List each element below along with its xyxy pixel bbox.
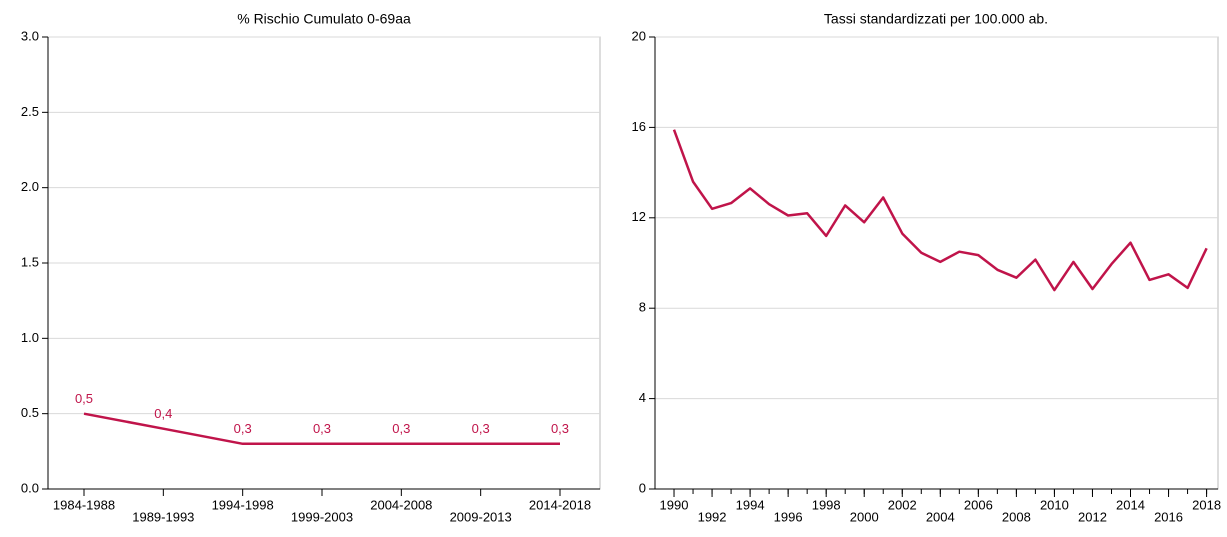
y-tick-label: 2.0 <box>21 179 39 194</box>
x-tick-label: 1999-2003 <box>291 509 353 524</box>
y-tick-label: 0.5 <box>21 405 39 420</box>
data-label: 0,3 <box>234 421 252 436</box>
x-tick-label: 2000 <box>850 509 879 524</box>
data-line <box>672 129 1208 292</box>
y-tick-label: 16 <box>632 119 646 134</box>
plot-frame <box>654 36 1219 490</box>
x-tick-label: 2010 <box>1040 497 1069 512</box>
y-tick-label: 2.5 <box>21 104 39 119</box>
chart-title: % Rischio Cumulato 0-69aa <box>237 11 411 27</box>
x-tick-label: 2004 <box>926 509 955 524</box>
x-tick-label: 2014-2018 <box>529 497 591 512</box>
x-tick-label: 2002 <box>888 497 917 512</box>
x-tick-label: 1989-1993 <box>132 509 194 524</box>
data-label: 0,3 <box>392 421 410 436</box>
x-tick-label: 2016 <box>1154 509 1183 524</box>
x-tick-label: 1984-1988 <box>53 497 115 512</box>
y-tick-label: 4 <box>639 390 646 405</box>
data-label: 0,3 <box>313 421 331 436</box>
x-tick-label: 2004-2008 <box>370 497 432 512</box>
x-tick-label: 1990 <box>660 497 689 512</box>
y-tick-label: 0.0 <box>21 480 39 495</box>
x-tick-label: 1998 <box>812 497 841 512</box>
data-label: 0,4 <box>154 406 172 421</box>
data-label: 0,3 <box>472 421 490 436</box>
x-tick-label: 2006 <box>964 497 993 512</box>
x-tick-label: 1992 <box>698 509 727 524</box>
y-tick-label: 12 <box>632 209 646 224</box>
y-tick-label: 1.5 <box>21 254 39 269</box>
data-label: 0,5 <box>75 391 93 406</box>
x-tick-label: 2018 <box>1192 497 1221 512</box>
x-tick-label: 2008 <box>1002 509 1031 524</box>
y-tick-label: 0 <box>639 480 646 495</box>
chart-title: Tassi standardizzati per 100.000 ab. <box>824 11 1048 27</box>
y-tick-label: 1.0 <box>21 330 39 345</box>
data-label: 0,3 <box>551 421 569 436</box>
y-tick-label: 3.0 <box>21 28 39 43</box>
data-line <box>83 412 560 446</box>
y-tick-label: 20 <box>632 28 646 43</box>
x-tick-label: 2012 <box>1078 509 1107 524</box>
y-tick-label: 8 <box>639 300 646 315</box>
x-tick-label: 1994-1998 <box>212 497 274 512</box>
x-tick-label: 2009-2013 <box>450 509 512 524</box>
x-tick-label: 1996 <box>774 509 803 524</box>
x-tick-label: 1994 <box>736 497 765 512</box>
x-tick-label: 2014 <box>1116 497 1145 512</box>
